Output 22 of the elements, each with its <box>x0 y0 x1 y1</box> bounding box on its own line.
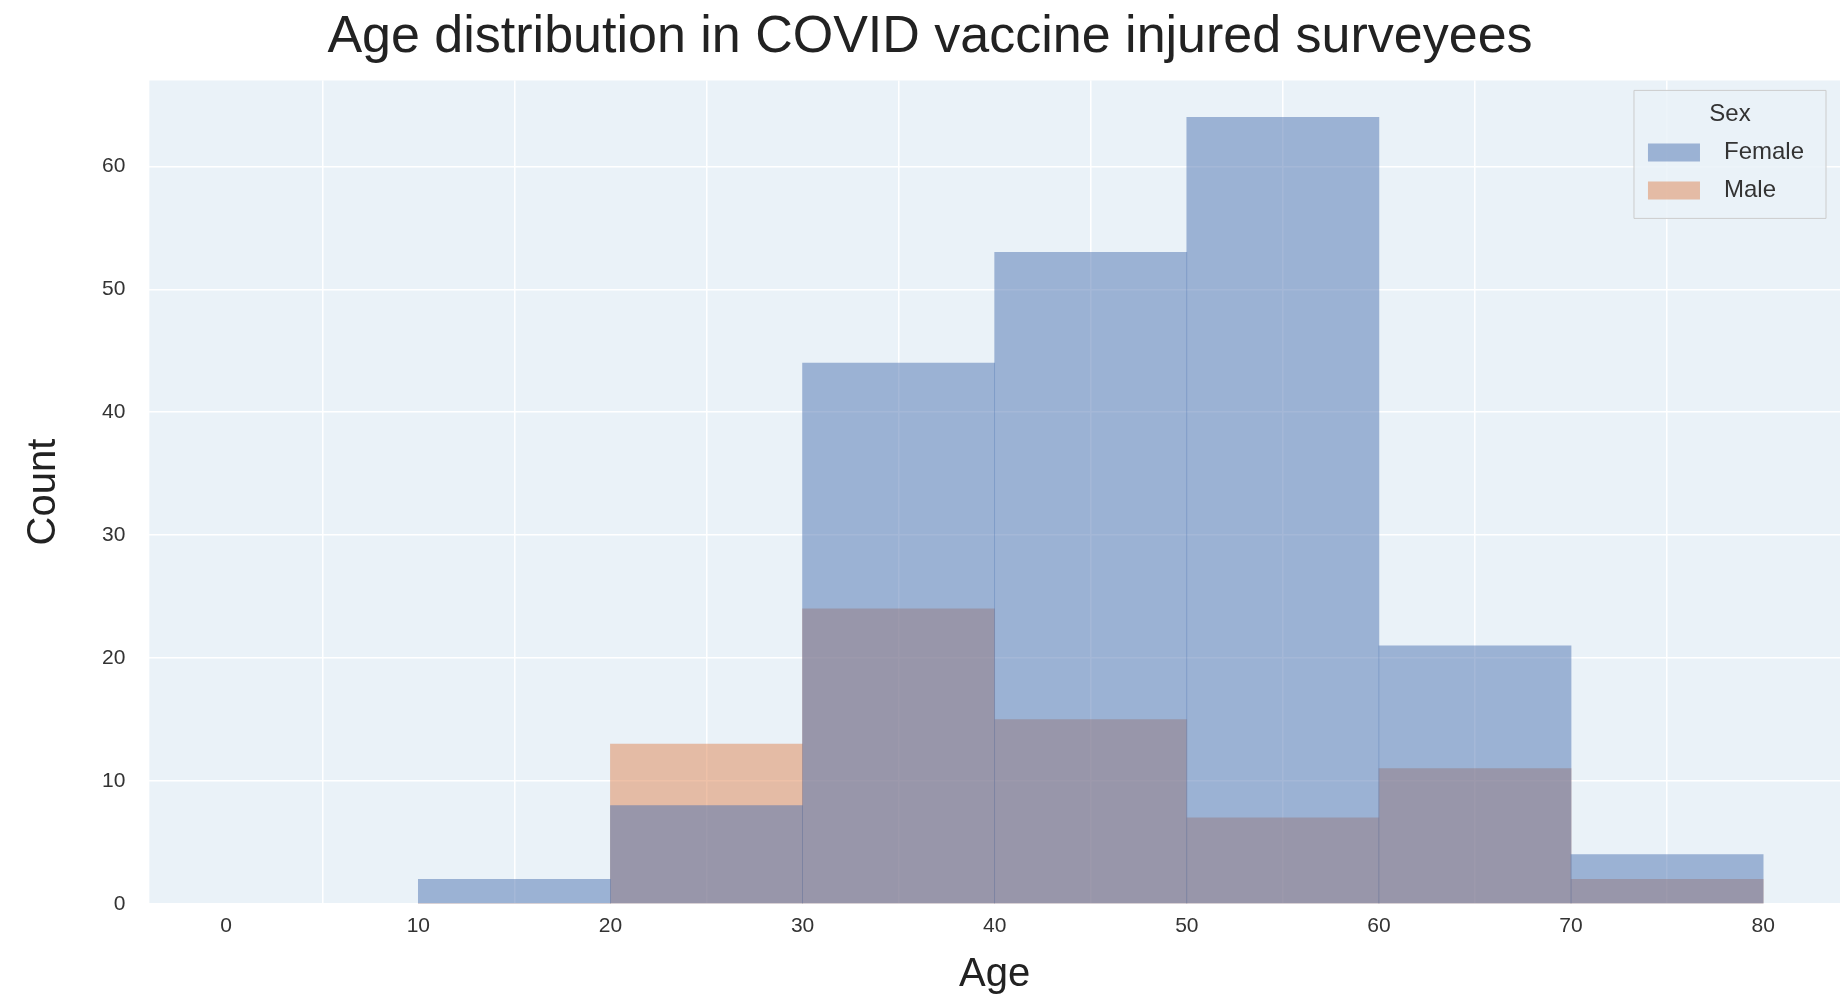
legend-label: Female <box>1723 137 1804 165</box>
y-tick-label: 20 <box>102 644 126 668</box>
y-axis-title: Count <box>19 438 64 546</box>
y-tick-label: 0 <box>113 890 126 914</box>
y-tick-label: 10 <box>102 767 126 791</box>
x-tick-label: 20 <box>598 913 623 937</box>
y-tick-label: 30 <box>102 521 126 545</box>
x-tick-label: 10 <box>406 913 430 937</box>
x-tick-label: 40 <box>983 913 1007 937</box>
x-tick-label: 80 <box>1751 913 1775 937</box>
legend-label: Male <box>1723 175 1776 203</box>
y-tick-label: 60 <box>102 153 126 177</box>
x-tick-label: 30 <box>790 913 815 937</box>
y-tick-label: 50 <box>102 276 126 300</box>
x-tick-label: 50 <box>1175 913 1199 937</box>
x-tick-label: 0 <box>220 913 233 937</box>
x-tick-label: 60 <box>1367 913 1391 937</box>
x-tick-label: 70 <box>1559 913 1583 937</box>
x-axis-title: Age <box>959 950 1031 995</box>
y-tick-label: 40 <box>102 399 126 423</box>
legend-title: Sex <box>1709 99 1751 127</box>
chart-title: Age distribution in COVID vaccine injured surveyees <box>327 4 1533 63</box>
